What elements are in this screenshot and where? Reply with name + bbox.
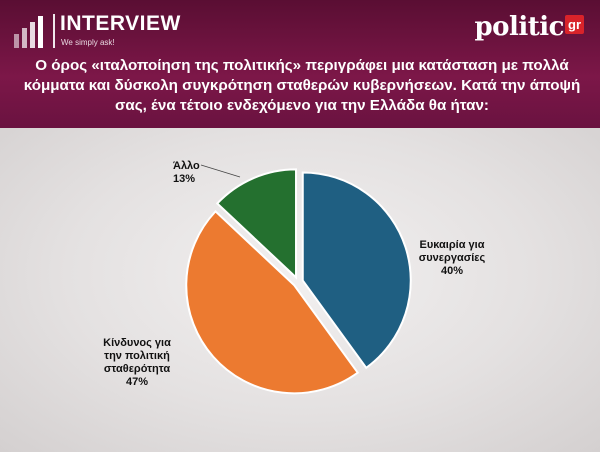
label-risk: Κίνδυνος για την πολιτική σταθερότητα 47% <box>103 337 171 388</box>
pie-chart: Ευκαιρία για συνεργασίες 40% Κίνδυνος για τη… <box>103 160 486 395</box>
survey-question: Ο όρος «ιταλοποίηση της πολιτικής» περιγ… <box>23 57 581 114</box>
logo-divider <box>53 14 55 48</box>
brand-tagline: We simply ask! <box>61 38 115 47</box>
brand-name: INTERVIEW <box>60 12 181 35</box>
leader-line-other <box>200 164 241 178</box>
header-banner: INTERVIEW We simply ask! politic gr Ο όρ… <box>0 0 600 128</box>
politic-logo-suffix: gr <box>565 14 584 34</box>
chart-area: Ευκαιρία για συνεργασίες 40% Κίνδυνος για τη… <box>0 128 600 452</box>
slice-risk <box>185 209 360 395</box>
politic-logo: politic gr <box>474 12 584 42</box>
slice-other <box>215 168 298 280</box>
label-opportunity: Ευκαιρία για συνεργασίες 40% <box>419 239 486 277</box>
label-other: Άλλο 13% <box>173 160 200 185</box>
interview-logo-icon <box>14 16 43 48</box>
politic-logo-word: politic <box>474 12 565 42</box>
slice-opportunity <box>301 171 412 370</box>
